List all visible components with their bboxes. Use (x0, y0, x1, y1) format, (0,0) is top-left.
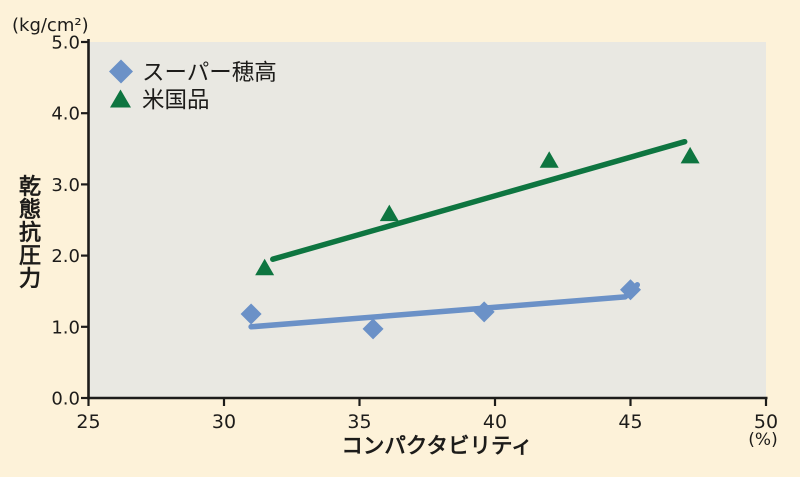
x-axis-unit: (%) (748, 430, 777, 450)
trend-line-series-1 (270, 138, 688, 262)
y-axis-title-char: 乾 (19, 174, 41, 200)
legend-item-series-1: 米国品 (110, 88, 210, 114)
series-points-0 (240, 279, 641, 340)
legend-label: 米国品 (142, 88, 210, 114)
y-axis-title-char: 態 (19, 197, 41, 223)
y-tick-label: 5.0 (51, 33, 80, 54)
x-tick-label: 45 (618, 411, 642, 433)
data-point-triangle (680, 146, 700, 164)
y-tick-label: 4.0 (51, 104, 80, 125)
series-points-1 (255, 146, 700, 276)
y-tick-label: 0.0 (51, 389, 80, 410)
legend-diamond-icon (109, 59, 133, 84)
x-tick-label: 30 (212, 411, 236, 433)
x-tick-label: 50 (754, 411, 778, 433)
y-axis-unit: (kg/cm²) (12, 15, 89, 36)
data-point-diamond (473, 301, 495, 323)
data-point-diamond (240, 303, 262, 325)
y-axis-title-char: 圧 (19, 244, 41, 269)
x-tick-label: 40 (483, 411, 507, 433)
x-tick-label: 35 (347, 411, 371, 433)
legend-triangle-icon (110, 89, 131, 108)
y-axis-title-char: 抗 (19, 220, 41, 246)
y-axis-title-char: 力 (19, 267, 41, 292)
plot-area (88, 42, 766, 398)
y-tick-label: 1.0 (51, 317, 80, 338)
x-tick-label: 25 (76, 411, 100, 433)
y-tick-label: 3.0 (51, 175, 80, 196)
data-point-diamond (362, 318, 384, 340)
data-point-triangle (539, 151, 559, 168)
data-point-diamond (620, 279, 641, 301)
x-axis-title: コンパクタビリティ (341, 434, 532, 459)
data-point-triangle (255, 258, 275, 276)
data-point-triangle (379, 204, 399, 222)
y-tick-label: 2.0 (51, 246, 80, 267)
legend-label: スーパー穂高 (142, 60, 277, 86)
legend-item-series-0: スーパー穂高 (109, 59, 277, 86)
